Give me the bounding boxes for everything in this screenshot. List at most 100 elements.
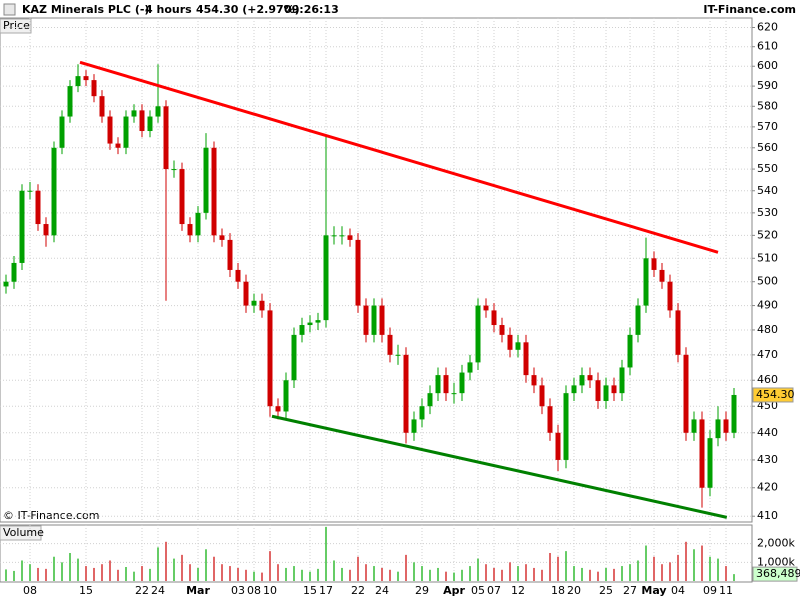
- volume-bar: [381, 567, 383, 581]
- volume-bar: [125, 567, 127, 581]
- candle-body: [331, 235, 337, 237]
- candle-body: [499, 325, 505, 335]
- volume-bar: [429, 569, 431, 581]
- x-tick-label: 08: [247, 584, 261, 597]
- volume-bar: [405, 554, 407, 581]
- volume-bar: [453, 572, 455, 581]
- volume-bar: [245, 569, 247, 581]
- volume-bar: [501, 569, 503, 581]
- volume-bar: [117, 569, 119, 581]
- volume-label-box: [0, 525, 42, 541]
- x-tick-label: 09: [703, 584, 717, 597]
- candle-body: [227, 239, 233, 270]
- candle-body: [211, 147, 217, 236]
- price-label-box: [0, 18, 32, 34]
- y-tick-label: 540: [757, 184, 778, 197]
- y-tick-label: 420: [757, 481, 778, 494]
- candle-body: [131, 110, 137, 117]
- candle-body: [411, 419, 417, 433]
- candle-body: [323, 235, 329, 321]
- y-tick-label: 520: [757, 228, 778, 241]
- volume-bar: [333, 560, 335, 581]
- volume-bar: [365, 564, 367, 581]
- x-tick-label: 27: [623, 584, 637, 597]
- x-tick-label: 10: [263, 584, 277, 597]
- candle-body: [91, 80, 97, 97]
- volume-bar: [213, 556, 215, 581]
- candle-body: [451, 393, 457, 395]
- volume-bar: [325, 526, 327, 581]
- candle-body: [459, 372, 465, 394]
- candle-body: [419, 406, 425, 420]
- volume-bar: [525, 564, 527, 581]
- last-price-box: [752, 387, 794, 403]
- volume-bar: [253, 571, 255, 581]
- candle-body: [683, 354, 689, 433]
- candle-body: [219, 235, 225, 240]
- volume-bar: [229, 566, 231, 581]
- x-tick-label: 24: [375, 584, 389, 597]
- candle-body: [579, 375, 585, 386]
- menu-icon[interactable]: [3, 3, 16, 16]
- volume-bar: [477, 558, 479, 581]
- candle-body: [715, 419, 721, 439]
- candle-body: [19, 190, 25, 263]
- candle-body: [563, 393, 569, 460]
- volume-bar: [533, 567, 535, 581]
- instrument-title: KAZ Minerals PLC (-): [22, 3, 149, 16]
- x-tick-label: 24: [151, 584, 165, 597]
- volume-bar: [157, 547, 159, 581]
- candle-body: [507, 334, 513, 350]
- quote: 454.30 (+2.97%): [196, 3, 300, 16]
- volume-bar: [541, 569, 543, 581]
- x-tick-label: 15: [79, 584, 93, 597]
- volume-bar: [557, 556, 559, 581]
- volume-bar: [181, 554, 183, 581]
- volume-bar: [5, 569, 7, 581]
- candle-body: [595, 380, 601, 401]
- candle-body: [275, 406, 281, 412]
- x-tick-label: 04: [671, 584, 685, 597]
- volume-bar: [485, 564, 487, 581]
- volume-bar: [149, 568, 151, 581]
- x-tick-label: 11: [719, 584, 733, 597]
- candle-body: [339, 235, 345, 237]
- candle-body: [443, 375, 449, 394]
- volume-bar: [589, 569, 591, 581]
- candle-body: [291, 334, 297, 381]
- candle-body: [299, 325, 305, 335]
- y-tick-label: 480: [757, 323, 778, 336]
- volume-bar: [69, 553, 71, 581]
- y-tick-label: 560: [757, 141, 778, 154]
- volume-bar: [293, 566, 295, 581]
- trendline: [271, 414, 728, 519]
- y-tick-label: 600: [757, 59, 778, 72]
- candle-body: [643, 258, 649, 306]
- volume-bar: [717, 558, 719, 581]
- volume-bar: [93, 567, 95, 581]
- candle-body: [723, 419, 729, 433]
- volume-bar: [653, 556, 655, 581]
- candle-body: [51, 147, 57, 236]
- volume-bar: [197, 567, 199, 581]
- candle-body: [259, 300, 265, 311]
- candle-body: [475, 305, 481, 363]
- volume-bar: [77, 558, 79, 581]
- volume-bar: [573, 566, 575, 581]
- x-tick-label: 07: [487, 584, 501, 597]
- volume-bar: [597, 571, 599, 581]
- volume-bar: [285, 567, 287, 581]
- x-tick-label: 08: [23, 584, 37, 597]
- volume-bar: [613, 568, 615, 581]
- x-tick-label: Mar: [186, 584, 210, 597]
- candle-body: [99, 96, 105, 117]
- candle-body: [515, 342, 521, 350]
- volume-tick-label: 1,000k: [757, 555, 795, 568]
- candle-body: [611, 385, 617, 394]
- volume-pane: [0, 524, 753, 583]
- y-tick-label: 590: [757, 79, 778, 92]
- candle-body: [75, 76, 81, 87]
- candle-body: [43, 224, 49, 236]
